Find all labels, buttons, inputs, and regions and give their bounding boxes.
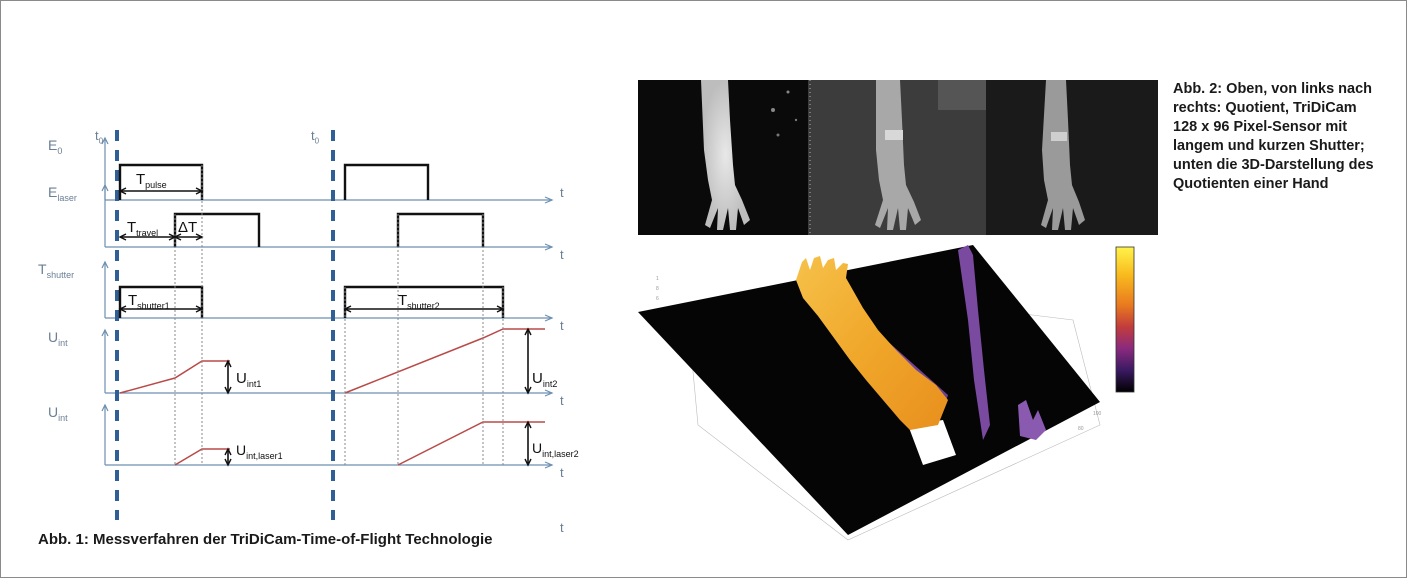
- surface-plot-3d: 1 8 6 100 80: [638, 245, 1102, 541]
- svg-text:6: 6: [656, 296, 659, 302]
- caption-figure-1: Abb. 1: Messverfahren der TriDiCam-Time-…: [38, 531, 493, 548]
- shutter-window-2: [343, 285, 505, 318]
- arrow-t-shutter2-head-left: [343, 305, 352, 313]
- ramp-uint1: [119, 360, 230, 394]
- svg-text:1: 1: [656, 276, 659, 282]
- arrow-u-laser2-head-bottom: [524, 458, 532, 467]
- ramp-uint2: [344, 328, 545, 394]
- row-label-5: Uint: [48, 404, 68, 423]
- timing-axes: [101, 136, 554, 469]
- time-axis-arrow-4: [544, 389, 554, 397]
- arrow-delta-t-head-right: [195, 233, 204, 241]
- arrow-t-shutter2-head-right: [496, 305, 505, 313]
- dotted-guides: [174, 165, 504, 465]
- arrow-t-pulse-head-left: [118, 187, 127, 195]
- time-axis-arrow-2: [544, 243, 554, 251]
- u-int1-label: Uint1: [236, 370, 261, 389]
- value-axis-arrow-5: [101, 403, 109, 412]
- value-axis-arrow-4: [101, 328, 109, 337]
- t-label-2: t: [560, 247, 564, 262]
- value-axis-arrow-3: [101, 260, 109, 269]
- svg-text:8: 8: [656, 286, 659, 292]
- arrow-u-laser2-head-top: [524, 420, 532, 429]
- time-axis-arrow-1: [544, 196, 554, 204]
- t-label-bottom: t: [560, 520, 564, 535]
- row-label-4: Uint: [48, 329, 68, 348]
- t-label-3: t: [560, 318, 564, 333]
- colorbar: [1115, 246, 1135, 393]
- u-int2-label: Uint2: [532, 370, 557, 389]
- timing-diagram: t E0 t Elaser t Tshutter t Uint t Uint t t0 t0 Tpulse…: [38, 128, 579, 535]
- ramp-laser2: [397, 421, 545, 466]
- t-shutter1-label: Tshutter1: [128, 292, 170, 311]
- grayscale-panel-quotient: [638, 80, 808, 235]
- emitted-pulse-2: [343, 163, 430, 200]
- t-label-4: t: [560, 393, 564, 408]
- timing-labels: t E0 t Elaser t Tshutter t Uint t Uint t t0 t0 Tpulse…: [38, 128, 579, 535]
- grayscale-panel-long-shutter: [808, 80, 986, 235]
- t0-label-1: t0: [95, 128, 104, 146]
- time-axis-arrow-3: [544, 314, 554, 322]
- signal-pulses: [118, 163, 505, 318]
- arrow-u-laser1-head-bottom: [224, 458, 232, 467]
- time-axis-arrow-5: [544, 461, 554, 469]
- value-axis-arrow-1: [101, 136, 109, 145]
- t-pulse-label: Tpulse: [136, 171, 167, 190]
- hand-images: 1 8 6 100 80: [638, 80, 1158, 541]
- arrow-u-int1-head-top: [224, 359, 232, 368]
- arrow-t-pulse-head-right: [195, 187, 204, 195]
- row-label-2: Elaser: [48, 184, 77, 203]
- arrow-delta-t-head-left: [173, 233, 182, 241]
- arrow-t-shutter1-head-right: [195, 305, 204, 313]
- laser-pulse-2: [396, 212, 485, 247]
- arrow-u-int2-head-top: [524, 327, 532, 336]
- t0-label-2: t0: [311, 128, 320, 146]
- arrow-u-int1-head-bottom: [224, 386, 232, 395]
- svg-text:100: 100: [1093, 411, 1102, 417]
- grayscale-panel-short-shutter: [986, 80, 1158, 235]
- t-travel-label: Ttravel: [127, 219, 158, 238]
- arrow-t-shutter1-head-left: [118, 305, 127, 313]
- arrow-u-int2-head-bottom: [524, 386, 532, 395]
- arrow-u-laser1-head-top: [224, 447, 232, 456]
- delta-t-label: ΔT: [178, 219, 197, 236]
- arrow-t-travel-head-left: [118, 233, 127, 241]
- caption-figure-2: Abb. 2: Oben, von links nach rechts: Quo…: [1173, 81, 1374, 192]
- t-label-5: t: [560, 465, 564, 480]
- svg-text:80: 80: [1078, 426, 1084, 432]
- dimension-arrows: [118, 187, 532, 467]
- u-laser2-label: Uint,laser2: [532, 440, 579, 459]
- row-label-1: E0: [48, 137, 62, 156]
- t-label-1: t: [560, 185, 564, 200]
- t-shutter2-label: Tshutter2: [398, 292, 440, 311]
- t0-markers: [115, 130, 335, 520]
- row-label-3: Tshutter: [38, 261, 74, 280]
- u-laser1-label: Uint,laser1: [236, 442, 283, 461]
- value-axis-arrow-2: [101, 183, 109, 192]
